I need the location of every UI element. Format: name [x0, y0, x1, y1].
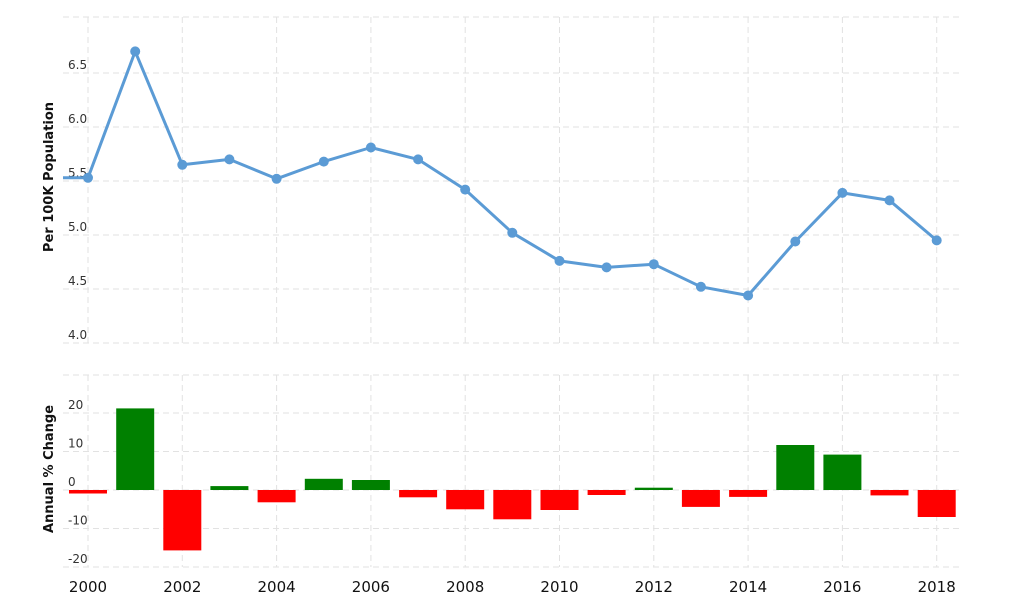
bar-chart-y-tick-label: 0 — [68, 475, 76, 489]
x-tick-label: 2018 — [918, 578, 956, 596]
bar-chart-y-tick-label: 20 — [68, 398, 83, 412]
data-point — [507, 227, 518, 238]
x-tick-label: 2000 — [69, 578, 107, 596]
bar — [116, 408, 155, 490]
line-chart-y-tick-label: 4.5 — [68, 274, 87, 288]
bar — [587, 490, 626, 495]
series-line — [63, 49, 938, 297]
data-point — [931, 235, 942, 246]
x-tick-label: 2002 — [163, 578, 201, 596]
data-point — [130, 46, 141, 57]
data-point — [83, 172, 93, 183]
bar-chart-y-tick-label: -10 — [68, 514, 88, 528]
bar-chart-grid — [63, 374, 960, 568]
line-chart-y-tick-label: 6.5 — [68, 58, 87, 72]
bar — [304, 478, 343, 490]
data-point — [318, 156, 329, 167]
bar-chart-y-tick-label: 10 — [68, 437, 83, 451]
line-chart-y-tick-label: 4.0 — [68, 328, 87, 342]
x-tick-label: 2012 — [635, 578, 673, 596]
data-point — [413, 154, 424, 165]
line-chart-y-tick-label: 5.0 — [68, 220, 87, 234]
bar — [634, 487, 673, 490]
bar — [681, 490, 720, 507]
data-point — [554, 255, 565, 266]
data-point — [177, 159, 188, 170]
bar — [917, 490, 956, 517]
bar — [210, 486, 249, 490]
bar — [399, 490, 438, 498]
line-series — [63, 46, 942, 301]
bar-chart-y-tick-label: -20 — [68, 552, 88, 566]
x-axis-ticks: 2000 2002 2004 2006 2008 2010 2012 2014 2016 2018 — [69, 578, 956, 596]
bar — [540, 490, 579, 510]
bar — [446, 490, 485, 510]
data-point — [224, 154, 235, 165]
data-point — [790, 236, 801, 247]
x-tick-label: 2006 — [352, 578, 390, 596]
data-point — [884, 195, 895, 206]
bar-chart-y-ticks: -20 -10 0 10 20 — [68, 398, 88, 566]
data-point — [648, 259, 659, 270]
bar — [493, 490, 532, 520]
bar — [351, 480, 390, 490]
bar — [729, 490, 768, 497]
data-point — [365, 142, 376, 153]
line-chart-y-axis-label: Per 100K Population — [42, 102, 57, 252]
data-point — [695, 281, 706, 292]
data-point — [837, 187, 848, 198]
bar — [870, 490, 909, 496]
bar — [257, 490, 296, 503]
data-point — [743, 290, 754, 301]
bar — [776, 445, 815, 490]
data-point — [271, 173, 282, 184]
x-tick-label: 2004 — [258, 578, 296, 596]
x-tick-label: 2016 — [823, 578, 861, 596]
x-tick-label: 2008 — [446, 578, 484, 596]
bar — [69, 490, 107, 494]
line-chart-y-tick-label: 6.0 — [68, 112, 87, 126]
data-point — [460, 184, 471, 195]
bar — [823, 454, 862, 490]
x-tick-label: 2014 — [729, 578, 767, 596]
x-tick-label: 2010 — [540, 578, 578, 596]
bar — [163, 490, 202, 551]
bar-series — [69, 408, 956, 551]
data-point — [601, 262, 612, 273]
line-chart-grid — [63, 16, 960, 344]
line-chart-y-ticks: 4.04.55.05.56.06.5 — [68, 58, 87, 342]
bar-chart-y-axis-label: Annual % Change — [42, 405, 57, 533]
